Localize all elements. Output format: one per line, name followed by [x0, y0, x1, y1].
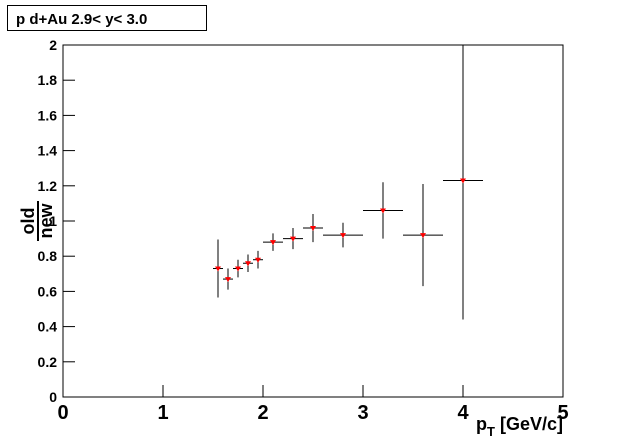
y-tick-label: 0: [49, 389, 57, 405]
y-tick-label: 2: [49, 37, 57, 53]
x-label-subscript: T: [487, 424, 495, 439]
marker: [225, 277, 231, 283]
x-tick-label: 5: [557, 402, 568, 424]
y-tick-label: 0.6: [38, 283, 58, 299]
marker: [380, 208, 386, 214]
marker: [290, 236, 296, 242]
x-tick-label: 4: [457, 402, 469, 424]
marker: [420, 233, 426, 239]
x-label-main: p: [476, 414, 487, 434]
y-tick-label: 1.6: [38, 107, 58, 123]
y-tick-label: 1.4: [38, 143, 58, 159]
x-tick-label: 2: [257, 402, 268, 424]
marker: [235, 266, 241, 272]
x-axis-label: pT [GeV/c]: [476, 414, 563, 439]
marker: [340, 233, 346, 239]
marker: [310, 226, 316, 232]
x-tick-label: 3: [357, 402, 368, 424]
y-tick-label: 1.8: [38, 72, 58, 88]
y-tick-label: 1: [49, 213, 57, 229]
marker: [255, 257, 261, 263]
x-tick-label: 1: [157, 402, 168, 424]
marker: [215, 266, 221, 272]
y-label-numerator: old: [18, 208, 38, 235]
y-label-denominator: new: [36, 203, 56, 239]
chart-title: p d+Au 2.9< y< 3.0: [16, 11, 147, 28]
y-tick-label: 0.8: [38, 248, 58, 264]
title-box: [7, 5, 207, 31]
y-tick-label: 1.2: [38, 178, 58, 194]
x-label-unit: [GeV/c]: [495, 414, 563, 434]
y-axis-label: old new: [18, 201, 56, 241]
y-tick-label: 0.2: [38, 354, 58, 370]
marker: [460, 178, 466, 184]
marker: [270, 240, 276, 246]
data-points: [213, 45, 483, 320]
marker: [245, 261, 251, 267]
x-tick-label: 0: [57, 402, 68, 424]
y-tick-label: 0.4: [38, 319, 58, 335]
